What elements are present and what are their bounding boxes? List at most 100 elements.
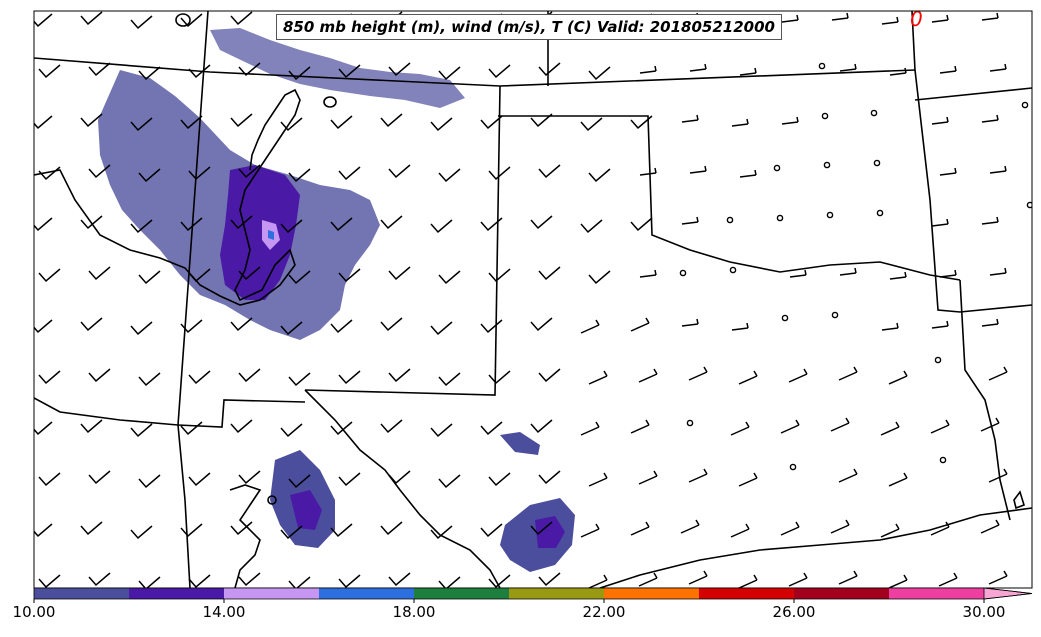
wind-barb [888, 574, 908, 588]
wind-barb [981, 114, 999, 123]
wind-barb [330, 421, 353, 436]
wind-barb [931, 14, 949, 23]
wind-barb [981, 216, 999, 225]
boundary-gulf-coast [599, 507, 1032, 588]
colorbar [33, 587, 1033, 603]
wind-barb [639, 65, 657, 74]
wind-barb [288, 66, 311, 81]
wind-barb [938, 572, 958, 587]
wind-barb [989, 165, 1007, 174]
wind-barb [38, 64, 61, 79]
wind-barb [888, 472, 908, 487]
wind-barb [80, 215, 103, 230]
wind-barb [430, 117, 453, 132]
wind-barb [38, 472, 61, 487]
wind-barb [530, 215, 553, 230]
calm-wind-circle [686, 419, 694, 427]
wind-barb [380, 521, 403, 536]
wind-barb [388, 164, 411, 179]
wind-barb [638, 368, 658, 383]
wind-barb [338, 166, 361, 181]
wind-barb [838, 570, 858, 585]
calm-wind-circle [826, 211, 834, 219]
wind-barb [730, 421, 750, 436]
calm-wind-circle [729, 266, 737, 274]
wind-barb [138, 66, 161, 81]
shaded-region-south-tx-core [535, 516, 565, 548]
boundary-east-arkansas [914, 87, 1032, 101]
wind-barb [188, 472, 211, 487]
wind-barb [738, 472, 758, 487]
calm-wind-circle [876, 209, 884, 217]
colorbar-tick-label: 22.00 [582, 603, 626, 621]
contour-small-loop-2 [323, 96, 337, 108]
wind-barb [430, 525, 453, 540]
wind-barb [638, 572, 658, 587]
wind-barb [839, 267, 857, 276]
wind-barb [138, 168, 161, 183]
wind-barb [538, 266, 561, 281]
wind-barb [288, 168, 311, 183]
wind-barb [288, 270, 311, 285]
wind-barb [388, 470, 411, 485]
wind-barb [530, 521, 553, 536]
calm-wind-circle [818, 62, 826, 70]
colorbar-tick-label: 26.00 [772, 603, 816, 621]
map-content: 0 [34, 11, 1032, 588]
wind-barb [388, 266, 411, 281]
wind-barb [34, 13, 53, 28]
colorbar-bin [604, 588, 700, 599]
wind-barb [788, 368, 808, 383]
wind-barb [981, 12, 999, 21]
wind-barb [38, 166, 61, 181]
calm-wind-circle [1021, 101, 1029, 109]
colorbar-tick-label: 18.00 [392, 603, 436, 621]
wind-barb [34, 319, 53, 334]
contour-southwest [229, 484, 262, 588]
calm-wind-circle [726, 216, 734, 224]
wind-barb [689, 63, 707, 72]
shaded-region-core [220, 165, 300, 300]
wind-barb [688, 366, 708, 381]
wind-barb [238, 470, 261, 485]
wind-barb [880, 421, 900, 436]
wind-barb [288, 474, 311, 489]
wind-barb [538, 572, 561, 587]
wind-barb [38, 370, 61, 385]
wind-barb [730, 523, 750, 538]
wind-barb [538, 164, 561, 179]
boundary-rio-grande [304, 389, 501, 588]
height-contours [34, 13, 1025, 588]
wind-barb [881, 16, 899, 25]
wind-barb [530, 317, 553, 332]
wind-barb [88, 368, 111, 383]
wind-barb [930, 419, 950, 434]
wind-barb [34, 217, 53, 232]
wind-barb [288, 372, 311, 387]
wind-barb [889, 271, 907, 280]
wind-barb [630, 419, 650, 434]
wind-barb [630, 317, 650, 332]
wind-barb [180, 217, 203, 232]
wind-barb [280, 219, 303, 234]
colorbar-extend-arrow [983, 587, 1033, 600]
wind-barb [230, 419, 253, 434]
wind-barb [80, 317, 103, 332]
wind-barb [88, 266, 111, 281]
wind-barb [88, 572, 111, 587]
wind-barb [731, 322, 749, 331]
wind-barb [681, 114, 699, 123]
calm-wind-circle [831, 311, 839, 319]
wind-barb [738, 574, 758, 588]
wind-barb [781, 116, 799, 125]
wind-barb [330, 217, 353, 232]
wind-barb [180, 421, 203, 436]
wind-barb [739, 67, 757, 76]
wind-barb [739, 169, 757, 178]
wind-barb [288, 576, 311, 588]
wind-barb [588, 270, 611, 285]
calm-wind-circle [823, 161, 831, 169]
wind-barb [931, 218, 949, 227]
wind-barb [230, 317, 253, 332]
